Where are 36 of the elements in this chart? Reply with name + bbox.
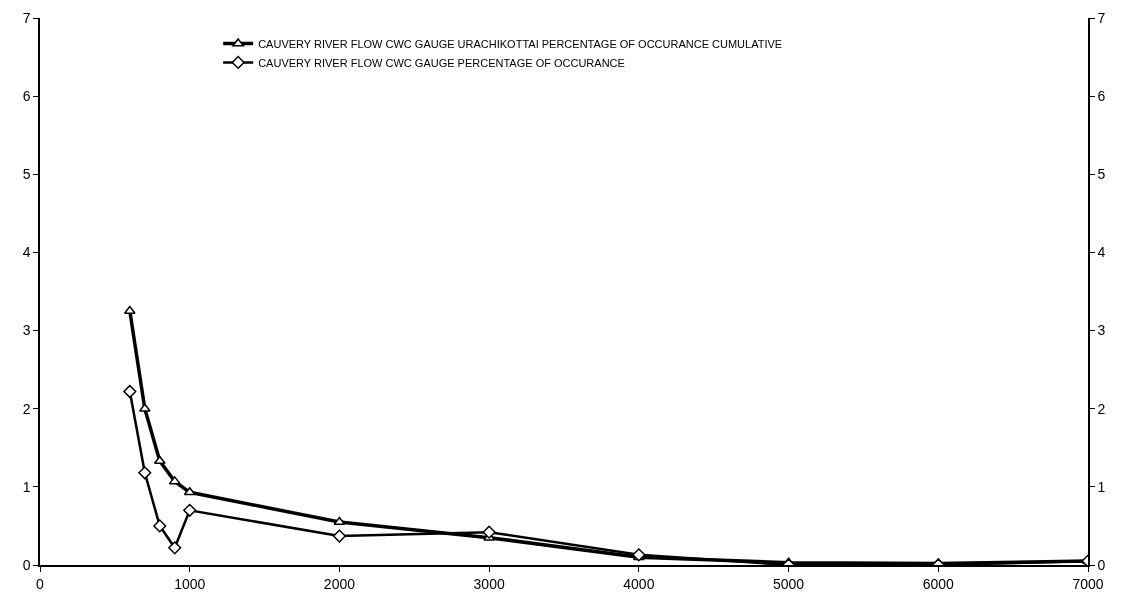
x-tick-label: 0 [36, 575, 45, 592]
legend-label: CAUVERY RIVER FLOW CWC GAUGE URACHIKOTTAI PERCENTAGE OF OCCURANCE CUMULATIVE [258, 37, 783, 50]
y2-tick-label: 1 [1097, 478, 1106, 495]
point [153, 455, 166, 465]
point [153, 519, 167, 533]
y-tick-label: 4 [22, 244, 31, 261]
y2-tick-label: 0 [1097, 556, 1106, 573]
x-tick-label: 2000 [323, 575, 356, 592]
y-tick-label: 5 [22, 166, 31, 183]
point [168, 541, 182, 555]
y-tick-label: 2 [22, 400, 31, 417]
y2-tick-label: 2 [1097, 400, 1106, 417]
point [123, 305, 136, 315]
y-tick-label: 3 [22, 322, 31, 339]
y-tick-label: 7 [22, 9, 31, 26]
point [138, 466, 152, 480]
x-tick-label: 4000 [623, 575, 655, 592]
y-tick-label: 1 [22, 478, 31, 495]
point [482, 525, 496, 539]
x-tick-label: 7000 [1072, 575, 1104, 592]
x-tick-label: 3000 [473, 575, 505, 592]
x-tick-label: 5000 [772, 575, 805, 592]
y2-tick-label: 6 [1097, 88, 1106, 105]
point [333, 516, 346, 526]
y2-tick-label: 3 [1097, 322, 1106, 339]
x-tick-label: 1000 [174, 575, 206, 592]
y-tick-label: 0 [22, 556, 31, 573]
y2-tick-label: 4 [1097, 244, 1106, 261]
legend-label: CAUVERY RIVER FLOW CWC GAUGE PERCENTAGE OF OCCURANCE [258, 56, 625, 69]
point [183, 503, 197, 517]
x-tick-label: 6000 [922, 575, 955, 592]
point [123, 384, 137, 399]
y2-tick-label: 7 [1097, 9, 1106, 26]
point [332, 529, 347, 543]
y2-tick-label: 5 [1097, 166, 1106, 183]
y-tick-label: 6 [22, 88, 31, 105]
